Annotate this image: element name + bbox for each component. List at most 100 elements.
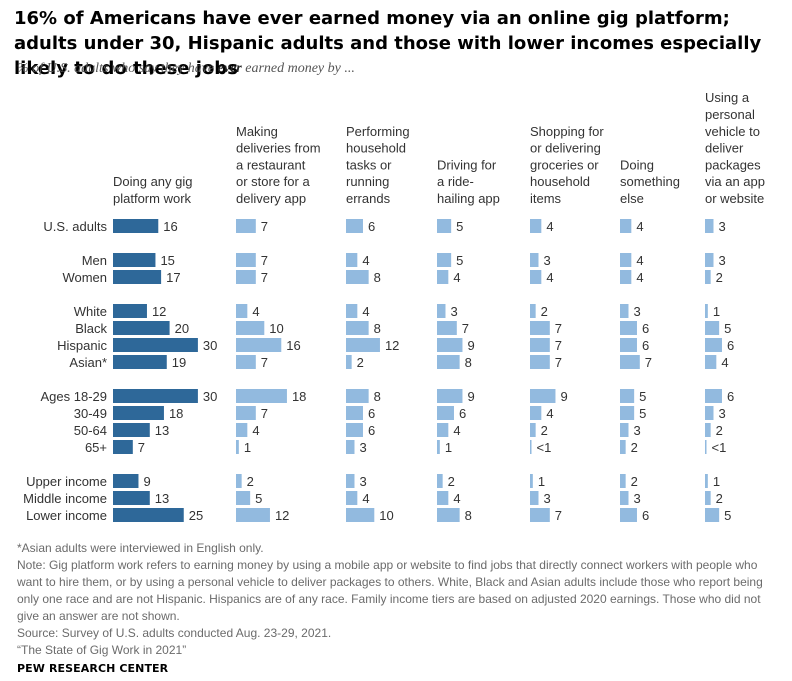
value-label-s6-women: 4 (636, 270, 643, 285)
series-header-line: packages (705, 157, 761, 172)
value-label-s7-upper-income: 1 (713, 474, 720, 489)
bar-s1-asian (113, 355, 167, 369)
value-label-s5-white: 2 (541, 304, 548, 319)
bar-s1-upper-income (113, 474, 139, 488)
value-label-s5-asian: 7 (555, 355, 562, 370)
value-label-s5-upper-income: 1 (538, 474, 545, 489)
bar-s6-30-49 (620, 406, 635, 420)
bar-s6-black (620, 321, 637, 335)
value-label-s5-65: <1 (537, 440, 552, 455)
subtitle-pre: % of U.S. adults who say they have (17, 61, 218, 76)
bar-s6-asian (620, 355, 640, 369)
value-label-s5-middle-income: 3 (543, 491, 550, 506)
series-header-line: or store for a (236, 174, 310, 189)
series-header-line: Driving for (437, 157, 497, 172)
bar-s6-hispanic (620, 338, 637, 352)
value-label-s3-hispanic: 12 (385, 338, 399, 353)
bar-s6-white (620, 304, 629, 318)
value-label-s4-white: 3 (450, 304, 457, 319)
value-label-s7-black: 5 (724, 321, 731, 336)
value-label-s4-50-64: 4 (453, 423, 460, 438)
bar-s5-white (530, 304, 536, 318)
value-label-s3-middle-income: 4 (362, 491, 369, 506)
series-header-line: platform work (113, 191, 192, 206)
value-label-s4-asian: 8 (465, 355, 472, 370)
value-label-s7-hispanic: 6 (727, 338, 734, 353)
chart-title: 16% of Americans have ever earned money … (14, 8, 762, 79)
category-label-women: Women (62, 270, 107, 285)
value-label-s5-hispanic: 7 (555, 338, 562, 353)
value-label-s4-ages-18-29: 9 (467, 389, 474, 404)
value-label-s4-hispanic: 9 (467, 338, 474, 353)
value-label-s2-men: 7 (261, 253, 268, 268)
value-label-s6-50-64: 3 (633, 423, 640, 438)
pew-logo: PEW RESEARCH CENTER (17, 662, 169, 675)
bar-s7-hispanic (705, 338, 722, 352)
bar-s2-black (236, 321, 265, 335)
category-label-50-64: 50-64 (74, 423, 107, 438)
bar-chart: U.S. adults Men Women White Black Hispanic Asi… (23, 90, 765, 523)
subtitle-emphasis: ever (217, 61, 242, 76)
bar-s2-white (236, 304, 248, 318)
series-header-line: or website (705, 191, 764, 206)
series-header-line: running (346, 174, 389, 189)
bar-s3-65 (346, 440, 355, 454)
bar-s3-asian (346, 355, 352, 369)
value-label-s3-white: 4 (362, 304, 369, 319)
value-label-s1-hispanic: 30 (203, 338, 217, 353)
value-label-s4-upper-income: 2 (448, 474, 455, 489)
value-label-s1-30-49: 18 (169, 406, 183, 421)
bar-s2-women (236, 270, 256, 284)
bar-s6-women (620, 270, 632, 284)
value-label-s2-lower-income: 12 (275, 508, 289, 523)
bar-s1-50-64 (113, 423, 150, 437)
value-label-s1-middle-income: 13 (155, 491, 169, 506)
footnote-note: Note: Gig platform work refers to earnin… (17, 558, 763, 623)
series-header-line: else (620, 191, 644, 206)
value-label-s6-65: 2 (631, 440, 638, 455)
value-label-s3-upper-income: 3 (359, 474, 366, 489)
value-label-s2-hispanic: 16 (286, 338, 300, 353)
bar-s5-men (530, 253, 539, 267)
bar-s4-upper-income (437, 474, 443, 488)
category-label-lower-income: Lower income (26, 508, 107, 523)
value-label-s7-women: 2 (716, 270, 723, 285)
bar-s1-hispanic (113, 338, 198, 352)
value-label-s1-ages-18-29: 30 (203, 389, 217, 404)
bar-s7-65 (705, 440, 707, 454)
series-header-line: tasks or (346, 157, 392, 172)
series-header-line: Doing (620, 157, 654, 172)
value-label-s6-upper-income: 2 (631, 474, 638, 489)
value-label-s3-men: 4 (362, 253, 369, 268)
value-label-s2-women: 7 (261, 270, 268, 285)
bar-s7-white (705, 304, 708, 318)
category-label-white: White (74, 304, 107, 319)
value-label-s5-black: 7 (555, 321, 562, 336)
category-label-upper-income: Upper income (26, 474, 107, 489)
value-label-s6-white: 3 (633, 304, 640, 319)
bar-s4-men (437, 253, 452, 267)
value-label-s1-u-s-adults: 16 (163, 219, 177, 234)
value-label-s2-u-s-adults: 7 (261, 219, 268, 234)
bar-s7-black (705, 321, 720, 335)
value-label-s6-u-s-adults: 4 (636, 219, 643, 234)
series-header-line: Using a (705, 90, 750, 105)
bar-s3-30-49 (346, 406, 363, 420)
bar-s7-middle-income (705, 491, 711, 505)
series-header-line: a restaurant (236, 157, 306, 172)
series-header-line: Making (236, 124, 278, 139)
series-header-line: something (620, 174, 680, 189)
value-label-s5-ages-18-29: 9 (560, 389, 567, 404)
value-label-s3-asian: 2 (357, 355, 364, 370)
bar-s4-black (437, 321, 457, 335)
bar-s7-lower-income (705, 508, 720, 522)
bar-s4-women (437, 270, 449, 284)
bar-s1-women (113, 270, 162, 284)
bar-s1-black (113, 321, 170, 335)
value-label-s1-upper-income: 9 (143, 474, 150, 489)
bar-s5-upper-income (530, 474, 533, 488)
value-label-s4-65: 1 (445, 440, 452, 455)
bar-s7-men (705, 253, 714, 267)
bar-s4-hispanic (437, 338, 463, 352)
category-label-asian: Asian* (69, 355, 107, 370)
